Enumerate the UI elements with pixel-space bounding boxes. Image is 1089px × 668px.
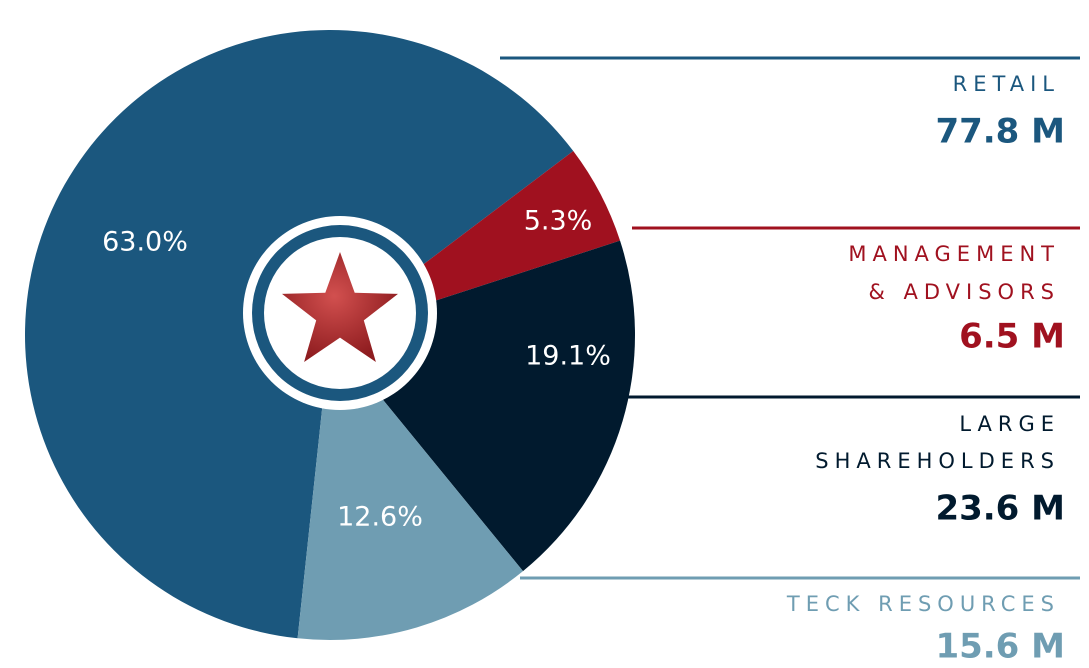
legend-label: RETAIL bbox=[953, 72, 1060, 96]
legend-label: LARGE bbox=[959, 412, 1060, 436]
slice-label: 5.3% bbox=[524, 206, 593, 237]
star bbox=[282, 252, 398, 362]
legend-label: MANAGEMENT bbox=[848, 242, 1060, 266]
legend-entry: RETAIL 77.8 M bbox=[500, 56, 1080, 152]
legend-entry: TECK RESOURCES 15.6 M bbox=[520, 576, 1080, 667]
legend-amount: 23.6 M bbox=[935, 489, 1065, 529]
legend-label: & ADVISORS bbox=[868, 280, 1060, 304]
slice-label: 12.6% bbox=[337, 502, 423, 533]
legend-amount: 6.5 M bbox=[959, 317, 1065, 357]
slice-label: 63.0% bbox=[102, 227, 188, 258]
pie-slice bbox=[297, 335, 524, 640]
slice-label: 19.1% bbox=[525, 341, 611, 372]
legend-label: TECK RESOURCES bbox=[786, 592, 1060, 616]
legend-entry: MANAGEMENT & ADVISORS 6.5 M bbox=[632, 226, 1080, 357]
legend-amount: 15.6 M bbox=[935, 627, 1065, 667]
legend-entry: LARGE SHAREHOLDERS 23.6 M bbox=[622, 395, 1080, 529]
emblem bbox=[243, 216, 437, 410]
legend-label: SHAREHOLDERS bbox=[815, 449, 1060, 473]
legend-amount: 77.8 M bbox=[935, 112, 1065, 152]
